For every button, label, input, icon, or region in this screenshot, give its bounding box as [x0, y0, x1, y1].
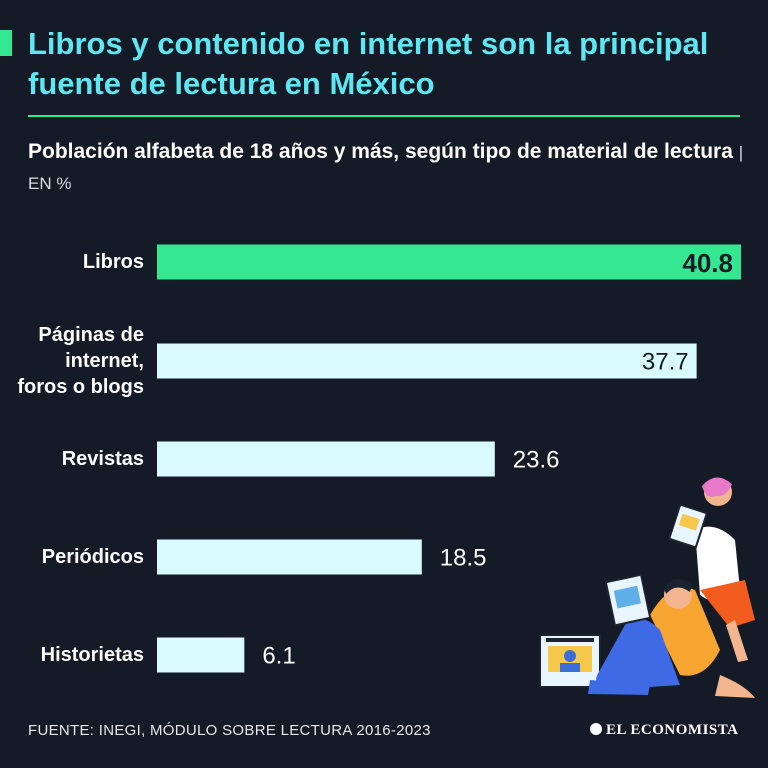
category-label-line: Libros [83, 251, 144, 273]
category-label-line: foros o blogs [17, 376, 144, 398]
data-label: 23.6 [513, 447, 560, 474]
subtitle-text: Población alfabeta de 18 años y más, seg… [28, 140, 733, 163]
category-label-line: Historietas [41, 644, 144, 666]
unit-label: | EN % [28, 143, 744, 193]
category-label: Libros [83, 251, 144, 273]
chart-title: Libros y contenido en internet son la pr… [28, 26, 709, 101]
brand-mark-icon [590, 723, 602, 735]
bar [157, 244, 741, 280]
category-label: Historietas [41, 644, 144, 666]
people-reading-illustration [539, 477, 755, 698]
category-label-line: Páginas de [38, 324, 144, 346]
chart-subtitle: Población alfabeta de 18 años y más, seg… [28, 137, 748, 199]
data-label: 40.8 [682, 248, 733, 278]
bar [157, 343, 697, 379]
bar [157, 441, 495, 477]
category-label-line: Periódicos [42, 546, 144, 568]
category-label-line: Revistas [62, 448, 144, 470]
source-note: FUENTE: INEGI, MÓDULO SOBRE LECTURA 2016… [28, 722, 431, 739]
bar [157, 637, 245, 673]
data-label: 18.5 [440, 545, 487, 572]
category-label: Revistas [62, 448, 144, 470]
category-label: Periódicos [42, 546, 144, 568]
category-label: Páginas de internet, foros o blogs [17, 324, 144, 398]
title-accent-mark [0, 30, 12, 56]
brand-name: EL ECONOMISTA [606, 722, 739, 738]
data-label: 37.7 [642, 349, 689, 376]
bar [157, 539, 422, 575]
data-label: 6.1 [262, 643, 295, 670]
title-divider [28, 115, 740, 117]
category-label-line: internet, [65, 350, 144, 372]
brand-logo: EL ECONOMISTA [590, 722, 739, 739]
